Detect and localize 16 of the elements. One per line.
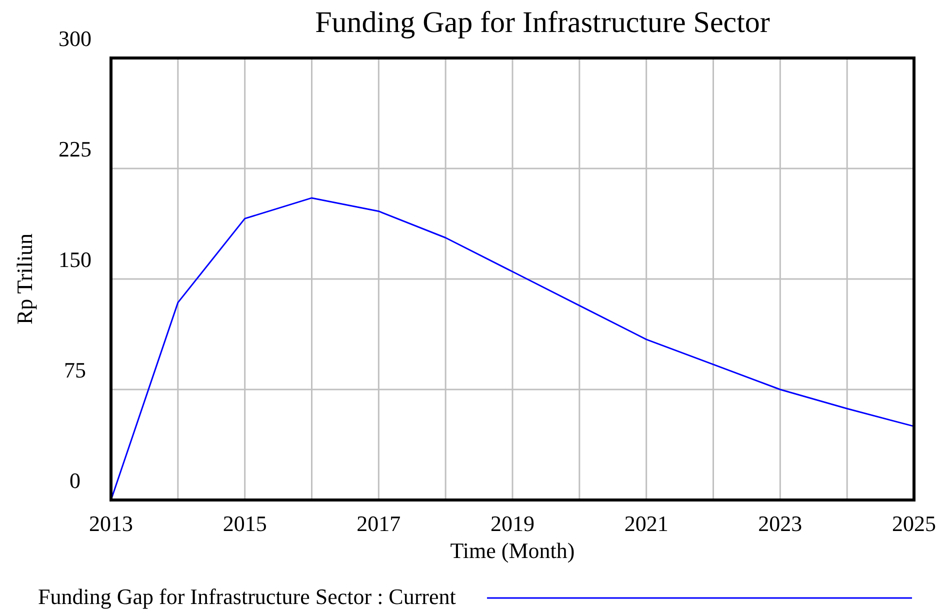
chart-title: Funding Gap for Infrastructure Sector — [315, 6, 770, 39]
x-tick-label: 2015 — [222, 511, 267, 536]
x-tick-label: 2017 — [356, 511, 401, 536]
x-tick-label: 2019 — [490, 511, 534, 536]
x-axis-title: Time (Month) — [450, 538, 575, 563]
y-tick-label: 225 — [58, 136, 92, 162]
x-tick-label: 2023 — [758, 511, 802, 536]
y-axis-title: Rp Triliun — [12, 233, 37, 325]
x-tick-label: 2025 — [892, 511, 936, 536]
y-tick-label: 150 — [58, 247, 92, 272]
text: Funding Gap for Infrastructure Sector : Current — [38, 584, 456, 609]
x-tick-label: 2021 — [624, 511, 668, 536]
y-tick-label: 75 — [64, 358, 86, 382]
y-tick-label: 300 — [58, 26, 92, 51]
y-tick-label: 0 — [70, 468, 80, 493]
x-tick-label: 2013 — [89, 511, 133, 536]
